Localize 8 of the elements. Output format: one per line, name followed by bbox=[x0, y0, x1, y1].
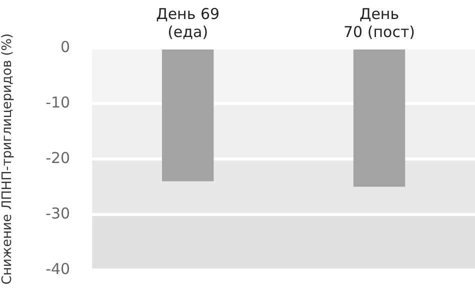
y-tick-label: -30 bbox=[46, 204, 70, 222]
x-tick-label: День 70 (пост) bbox=[344, 4, 416, 41]
x-tick-label: День 69 (еда) bbox=[156, 4, 220, 41]
y-tick-label: -10 bbox=[46, 93, 70, 112]
y-tick-label: 0 bbox=[60, 38, 70, 56]
y-axis-title: Снижение ЛПНП-триглицеридов (%) bbox=[0, 33, 16, 285]
y-tick-label: -40 bbox=[46, 260, 70, 278]
y-tick-label: -20 bbox=[46, 148, 70, 167]
